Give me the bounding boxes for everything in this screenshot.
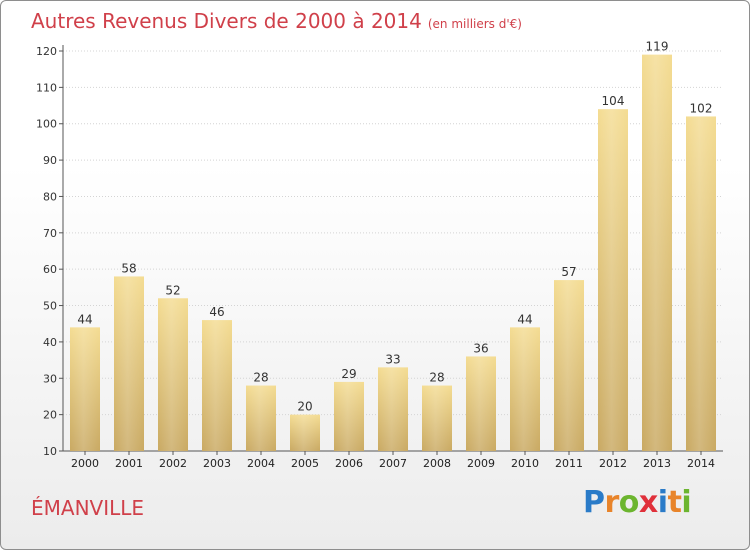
bar-highlight xyxy=(246,385,276,451)
x-tick-label: 2006 xyxy=(335,457,363,470)
x-tick-label: 2009 xyxy=(467,457,495,470)
x-tick-label: 2001 xyxy=(115,457,143,470)
y-tick-label: 80 xyxy=(43,190,57,203)
y-tick-label: 10 xyxy=(43,445,57,458)
bar-highlight xyxy=(510,327,540,451)
proxiti-logo[interactable]: Proxiti xyxy=(583,485,692,520)
data-labels: 44 58 52 46 28 20 29 33 28 36 44 57 104 119 102 xyxy=(77,40,712,414)
x-tick-labels: 2000 2001 2002 2003 2004 2005 2006 2007 2008 2009… xyxy=(71,457,715,470)
bar-highlight xyxy=(114,276,144,451)
data-label: 57 xyxy=(561,265,576,279)
y-tick-label: 50 xyxy=(43,300,57,313)
x-tick-label: 2008 xyxy=(423,457,451,470)
x-tick-label: 2014 xyxy=(687,457,715,470)
y-tick-label: 60 xyxy=(43,263,57,276)
bar-highlight xyxy=(158,298,188,451)
data-label: 20 xyxy=(297,400,312,414)
bar-highlight xyxy=(202,320,232,451)
y-tick-label: 40 xyxy=(43,336,57,349)
bar-highlight xyxy=(686,116,716,452)
logo-letter: x xyxy=(638,485,658,520)
data-label: 44 xyxy=(517,312,532,326)
place-name: ÉMANVILLE xyxy=(31,496,145,520)
bar-highlight xyxy=(466,356,496,451)
y-tick-label: 100 xyxy=(36,118,57,131)
bars xyxy=(70,54,716,452)
data-label: 28 xyxy=(429,371,444,385)
y-tick-label: 90 xyxy=(43,154,57,167)
bar-highlight xyxy=(422,385,452,451)
x-tick-label: 2004 xyxy=(247,457,275,470)
data-label: 33 xyxy=(385,352,400,366)
logo-letter: i xyxy=(657,485,668,520)
data-label: 29 xyxy=(341,367,356,381)
data-label: 44 xyxy=(77,312,92,326)
x-tick-label: 2007 xyxy=(379,457,407,470)
x-tick-label: 2005 xyxy=(291,457,319,470)
x-tick-label: 2000 xyxy=(71,457,99,470)
data-label: 36 xyxy=(473,341,488,355)
bar-highlight xyxy=(554,280,584,451)
y-tick-labels: 10 20 30 40 50 60 70 80 90 100 110 120 xyxy=(36,45,57,458)
x-tick-label: 2013 xyxy=(643,457,671,470)
bar-highlight xyxy=(598,109,628,451)
bar-highlight xyxy=(70,327,100,451)
data-label: 102 xyxy=(690,101,713,115)
data-label: 46 xyxy=(209,305,224,319)
chart-subtitle: (en milliers d'€) xyxy=(427,17,522,31)
chart-title: Autres Revenus Divers de 2000 à 2014 (en … xyxy=(31,9,522,33)
chart-title-text: Autres Revenus Divers de 2000 à 2014 xyxy=(31,9,422,33)
x-tick-label: 2003 xyxy=(203,457,231,470)
y-tick-label: 20 xyxy=(43,409,57,422)
logo-letter: i xyxy=(681,485,692,520)
data-label: 104 xyxy=(602,94,625,108)
x-tick-label: 2011 xyxy=(555,457,583,470)
logo-letter: o xyxy=(618,485,640,520)
y-tick-label: 30 xyxy=(43,372,57,385)
y-tick-label: 110 xyxy=(36,81,57,94)
bar-highlight xyxy=(334,381,364,451)
data-label: 58 xyxy=(121,261,136,275)
bar-highlight xyxy=(290,414,320,451)
logo-letter: P xyxy=(583,485,605,520)
x-tick-label: 2010 xyxy=(511,457,539,470)
logo-letter: r xyxy=(604,485,620,520)
data-label: 52 xyxy=(165,283,180,297)
y-tick-label: 120 xyxy=(36,45,57,58)
x-tick-label: 2012 xyxy=(599,457,627,470)
data-label: 28 xyxy=(253,371,268,385)
bar-highlight xyxy=(642,54,672,452)
logo-letter: t xyxy=(667,485,682,520)
bar-highlight xyxy=(378,367,408,451)
data-label: 119 xyxy=(646,40,669,54)
y-tick-label: 70 xyxy=(43,227,57,240)
x-tick-label: 2002 xyxy=(159,457,187,470)
